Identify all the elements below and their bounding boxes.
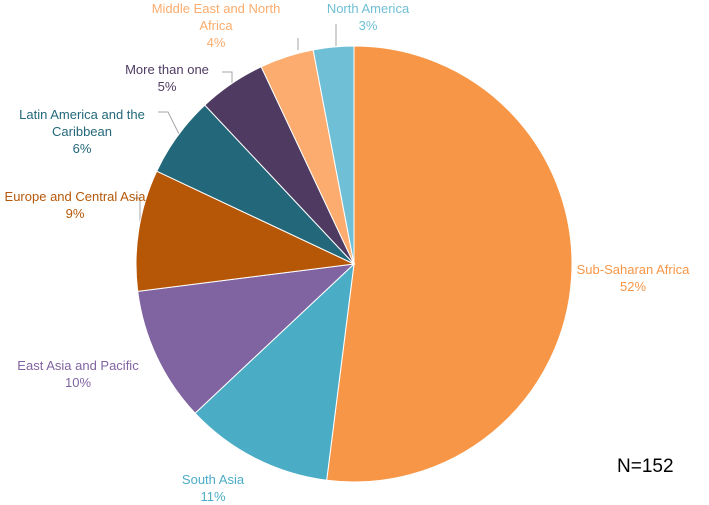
sample-size: N=152: [617, 456, 674, 477]
pie-slice: [312, 45, 355, 265]
value-label: 10%: [64, 375, 92, 390]
value-label: 6%: [72, 140, 92, 156]
slice-label: East Asia and Pacific 10%: [3, 357, 153, 391]
value-label: 52%: [619, 279, 647, 294]
category-name: Sub-Saharan Africa: [576, 262, 690, 277]
category-name: East Asia and Pacific: [17, 358, 139, 373]
slice-label: Europe and Central Asia 9%: [0, 188, 150, 222]
pie-slice: [135, 170, 356, 292]
slice-label: South Asia 11%: [153, 471, 273, 505]
category-name: Latin America and the Caribbean: [19, 106, 145, 139]
category-name: South Asia: [181, 472, 245, 487]
category-name: North America: [326, 1, 410, 16]
slice-label: More than one 5%: [107, 61, 227, 95]
value-label: 3%: [358, 18, 378, 33]
category-name: More than one: [125, 62, 209, 77]
pie-slice: [137, 263, 356, 414]
category-name: Europe and Central Asia: [4, 189, 146, 204]
value-label: 11%: [200, 489, 226, 504]
category-name: Middle East and North Africa: [151, 1, 281, 33]
slice-label: North America 3%: [308, 0, 428, 34]
value-label: 5%: [157, 79, 177, 94]
slice-label: Sub-Saharan Africa 52%: [568, 261, 698, 295]
slice-label: Middle East and North Africa 4%: [136, 0, 296, 51]
slice-label: Latin America and the Caribbean 6%: [2, 106, 162, 157]
pie-slice: [326, 45, 573, 483]
value-label: 9%: [65, 206, 85, 221]
leader-line: [158, 111, 181, 137]
leader-line: [222, 71, 233, 84]
value-label: 4%: [206, 35, 226, 50]
pie-slice: [194, 262, 355, 481]
